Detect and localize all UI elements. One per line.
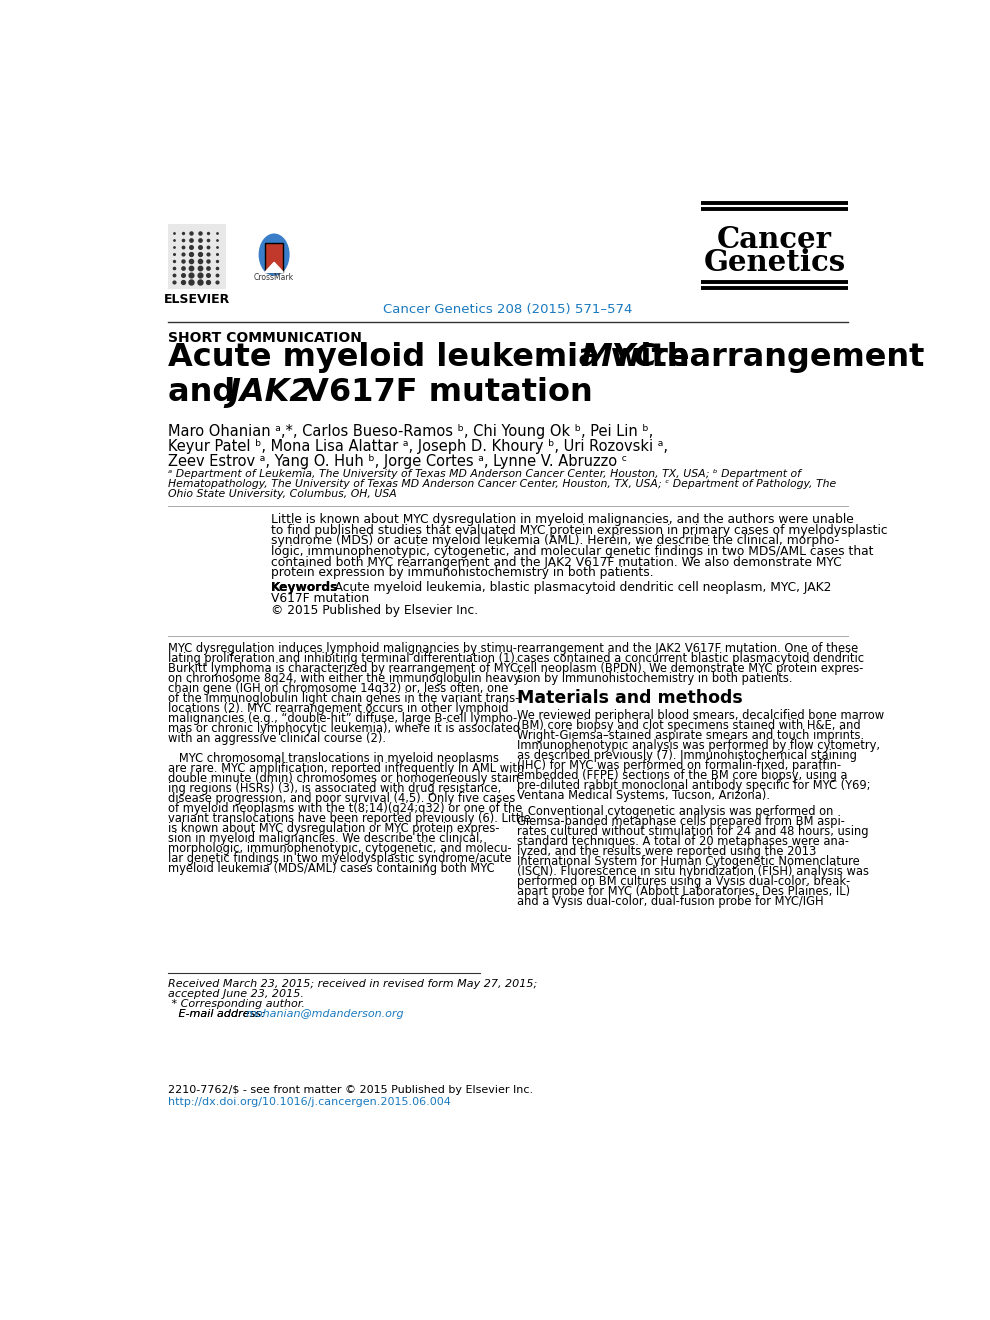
Text: SHORT COMMUNICATION: SHORT COMMUNICATION bbox=[168, 331, 361, 345]
Polygon shape bbox=[264, 263, 283, 272]
Text: sion in myeloid malignancies. We describe the clinical,: sion in myeloid malignancies. We describ… bbox=[168, 832, 483, 845]
Text: MYC chromosomal translocations in myeloid neoplasms: MYC chromosomal translocations in myeloi… bbox=[168, 751, 499, 764]
Text: 2210-7762/$ - see front matter © 2015 Published by Elsevier Inc.: 2210-7762/$ - see front matter © 2015 Pu… bbox=[168, 1085, 533, 1096]
Text: apart probe for MYC (Abbott Laboratories, Des Plaines, IL): apart probe for MYC (Abbott Laboratories… bbox=[518, 884, 850, 898]
Text: E-mail address:: E-mail address: bbox=[168, 1008, 268, 1019]
Text: syndrome (MDS) or acute myeloid leukemia (AML). Herein, we describe the clinical: syndrome (MDS) or acute myeloid leukemia… bbox=[271, 535, 840, 548]
Text: performed on BM cultures using a Vysis dual-color, break-: performed on BM cultures using a Vysis d… bbox=[518, 875, 850, 888]
FancyBboxPatch shape bbox=[264, 243, 283, 272]
Text: lyzed, and the results were reported using the 2013: lyzed, and the results were reported usi… bbox=[518, 845, 817, 858]
Text: is known about MYC dysregulation or MYC protein expres-: is known about MYC dysregulation or MYC … bbox=[168, 822, 499, 834]
Text: protein expression by immunohistochemistry in both patients.: protein expression by immunohistochemist… bbox=[271, 566, 653, 579]
Text: Little is known about MYC dysregulation in myeloid malignancies, and the authors: Little is known about MYC dysregulation … bbox=[271, 513, 853, 527]
Text: Maro Ohanian ᵃ,*, Carlos Bueso-Ramos ᵇ, Chi Young Ok ᵇ, Pei Lin ᵇ,: Maro Ohanian ᵃ,*, Carlos Bueso-Ramos ᵇ, … bbox=[168, 424, 653, 440]
Text: and a Vysis dual-color, dual-fusion probe for MYC/IGH: and a Vysis dual-color, dual-fusion prob… bbox=[518, 895, 824, 908]
Text: (ISCN). Fluorescence in situ hybridization (FISH) analysis was: (ISCN). Fluorescence in situ hybridizati… bbox=[518, 865, 869, 878]
Text: V617F mutation: V617F mutation bbox=[293, 378, 593, 408]
Text: E-mail address:: E-mail address: bbox=[168, 1008, 268, 1019]
Text: Materials and methods: Materials and methods bbox=[518, 689, 743, 708]
Text: of the immunoglobulin light chain genes in the variant trans-: of the immunoglobulin light chain genes … bbox=[168, 692, 520, 705]
Text: Acute myeloid leukemia with: Acute myeloid leukemia with bbox=[168, 342, 701, 374]
Text: © 2015 Published by Elsevier Inc.: © 2015 Published by Elsevier Inc. bbox=[271, 605, 478, 618]
Text: rearrangement and the JAK2 V617F mutation. One of these: rearrangement and the JAK2 V617F mutatio… bbox=[518, 642, 858, 655]
Text: contained both MYC rearrangement and the JAK2 V617F mutation. We also demonstrat: contained both MYC rearrangement and the… bbox=[271, 556, 842, 569]
Text: Acute myeloid leukemia, blastic plasmacytoid dendritic cell neoplasm, MYC, JAK2: Acute myeloid leukemia, blastic plasmacy… bbox=[323, 581, 832, 594]
Text: Wright-Giemsa–stained aspirate smears and touch imprints.: Wright-Giemsa–stained aspirate smears an… bbox=[518, 729, 864, 742]
Text: ELSEVIER: ELSEVIER bbox=[163, 293, 230, 306]
Text: lar genetic findings in two myelodysplastic syndrome/acute: lar genetic findings in two myelodysplas… bbox=[168, 851, 512, 865]
Text: (BM) core biopsy and clot specimens stained with H&E, and: (BM) core biopsy and clot specimens stai… bbox=[518, 718, 861, 731]
Text: embedded (FFPE) sections of the BM core biopsy, using a: embedded (FFPE) sections of the BM core … bbox=[518, 768, 848, 781]
Text: JAK2: JAK2 bbox=[229, 378, 312, 408]
Text: ing regions (HSRs) (3), is associated with drug resistance,: ing regions (HSRs) (3), is associated wi… bbox=[168, 781, 501, 795]
Text: chain gene (IGH on chromosome 14q32) or, less often, one: chain gene (IGH on chromosome 14q32) or,… bbox=[168, 681, 508, 694]
Text: sion by immunohistochemistry in both patients.: sion by immunohistochemistry in both pat… bbox=[518, 672, 793, 685]
Text: double minute (dmin) chromosomes or homogeneously stain-: double minute (dmin) chromosomes or homo… bbox=[168, 772, 524, 785]
Text: Cancer Genetics 208 (2015) 571–574: Cancer Genetics 208 (2015) 571–574 bbox=[383, 302, 633, 315]
Text: Burkitt lymphoma is characterized by rearrangement of MYC,: Burkitt lymphoma is characterized by rea… bbox=[168, 661, 522, 675]
Text: CrossMark: CrossMark bbox=[254, 273, 294, 282]
Text: V617F mutation: V617F mutation bbox=[271, 593, 369, 605]
Text: Keywords: Keywords bbox=[271, 581, 339, 594]
Text: malignancies (e.g., “double-hit” diffuse, large B-cell lympho-: malignancies (e.g., “double-hit” diffuse… bbox=[168, 711, 517, 725]
Text: (IHC) for MYC was performed on formalin-fixed, paraffin-: (IHC) for MYC was performed on formalin-… bbox=[518, 759, 842, 772]
Text: as described previously (7). Immunohistochemical staining: as described previously (7). Immunohisto… bbox=[518, 748, 857, 762]
Text: MYC dysregulation induces lymphoid malignancies by stimu-: MYC dysregulation induces lymphoid malig… bbox=[168, 642, 517, 655]
Text: cases contained a concurrent blastic plasmacytoid dendritic: cases contained a concurrent blastic pla… bbox=[518, 652, 864, 665]
Text: are rare. MYC amplification, reported infrequently in AML with: are rare. MYC amplification, reported in… bbox=[168, 762, 524, 775]
Text: Received March 23, 2015; received in revised form May 27, 2015;: Received March 23, 2015; received in rev… bbox=[168, 979, 538, 989]
Text: Genetics: Genetics bbox=[704, 248, 845, 277]
Text: Conventional cytogenetic analysis was performed on: Conventional cytogenetic analysis was pe… bbox=[518, 805, 834, 818]
Text: accepted June 23, 2015.: accepted June 23, 2015. bbox=[168, 989, 304, 999]
Text: variant translocations have been reported previously (6). Little: variant translocations have been reporte… bbox=[168, 812, 531, 825]
Text: to find published studies that evaluated MYC protein expression in primary cases: to find published studies that evaluated… bbox=[271, 524, 888, 537]
Text: pre-diluted rabbit monoclonal antibody specific for MYC (Y69;: pre-diluted rabbit monoclonal antibody s… bbox=[518, 779, 871, 792]
Text: MYC: MYC bbox=[581, 342, 658, 374]
Text: with an aggressive clinical course (2).: with an aggressive clinical course (2). bbox=[168, 731, 386, 744]
Text: Ohio State University, Columbus, OH, USA: Ohio State University, Columbus, OH, USA bbox=[168, 490, 397, 499]
Text: Ventana Medical Systems, Tucson, Arizona).: Ventana Medical Systems, Tucson, Arizona… bbox=[518, 788, 770, 801]
Text: rearrangement: rearrangement bbox=[641, 342, 924, 374]
Text: Keyur Patel ᵇ, Mona Lisa Alattar ᵃ, Joseph D. Khoury ᵇ, Uri Rozovski ᵃ,: Keyur Patel ᵇ, Mona Lisa Alattar ᵃ, Jose… bbox=[168, 438, 668, 454]
Text: on chromosome 8q24, with either the immunoglobulin heavy: on chromosome 8q24, with either the immu… bbox=[168, 672, 520, 685]
Bar bbox=[168, 224, 226, 289]
Text: ᵃ Department of Leukemia, The University of Texas MD Anderson Cancer Center, Hou: ᵃ Department of Leukemia, The University… bbox=[168, 469, 801, 479]
Text: locations (2). MYC rearrangement occurs in other lymphoid: locations (2). MYC rearrangement occurs … bbox=[168, 702, 509, 714]
Text: We reviewed peripheral blood smears, decalcified bone marrow: We reviewed peripheral blood smears, dec… bbox=[518, 709, 885, 722]
Text: of myeloid neoplasms with the t(8;14)(q24;q32) or one of the: of myeloid neoplasms with the t(8;14)(q2… bbox=[168, 801, 523, 814]
Text: Cancer: Cancer bbox=[717, 224, 833, 253]
Text: mas or chronic lymphocytic leukemia), where it is associated: mas or chronic lymphocytic leukemia), wh… bbox=[168, 722, 520, 735]
Text: Hematopathology, The University of Texas MD Anderson Cancer Center, Houston, TX,: Hematopathology, The University of Texas… bbox=[168, 479, 837, 490]
Text: Keywords: Keywords bbox=[271, 581, 339, 594]
Text: myeloid leukemia (MDS/AML) cases containing both MYC: myeloid leukemia (MDS/AML) cases contain… bbox=[168, 862, 495, 875]
Text: cell neoplasm (BPDN). We demonstrate MYC protein expres-: cell neoplasm (BPDN). We demonstrate MYC… bbox=[518, 661, 864, 675]
Text: rates cultured without stimulation for 24 and 48 hours, using: rates cultured without stimulation for 2… bbox=[518, 825, 869, 838]
Text: Immunophenotypic analysis was performed by flow cytometry,: Immunophenotypic analysis was performed … bbox=[518, 739, 880, 751]
Text: and: and bbox=[168, 378, 247, 408]
Text: * Corresponding author.: * Corresponding author. bbox=[168, 999, 305, 1008]
Text: morphologic, immunophenotypic, cytogenetic, and molecu-: morphologic, immunophenotypic, cytogenet… bbox=[168, 842, 512, 855]
Text: Giemsa-banded metaphase cells prepared from BM aspi-: Giemsa-banded metaphase cells prepared f… bbox=[518, 814, 845, 828]
Text: Zeev Estrov ᵃ, Yang O. Huh ᵇ, Jorge Cortes ᵃ, Lynne V. Abruzzo ᶜ: Zeev Estrov ᵃ, Yang O. Huh ᵇ, Jorge Cort… bbox=[168, 454, 627, 469]
Text: standard techniques. A total of 20 metaphases were ana-: standard techniques. A total of 20 metap… bbox=[518, 834, 849, 847]
Text: International System for Human Cytogenetic Nomenclature: International System for Human Cytogenet… bbox=[518, 855, 860, 869]
Text: http://dx.doi.org/10.1016/j.cancergen.2015.06.004: http://dx.doi.org/10.1016/j.cancergen.20… bbox=[168, 1097, 450, 1106]
Text: disease progression, and poor survival (4,5). Only five cases: disease progression, and poor survival (… bbox=[168, 792, 516, 805]
Text: mohanian@mdanderson.org: mohanian@mdanderson.org bbox=[246, 1008, 404, 1019]
Ellipse shape bbox=[258, 234, 290, 276]
Text: lating proliferation and inhibiting terminal differentiation (1).: lating proliferation and inhibiting term… bbox=[168, 652, 519, 665]
Text: logic, immunophenotypic, cytogenetic, and molecular genetic findings in two MDS/: logic, immunophenotypic, cytogenetic, an… bbox=[271, 545, 873, 558]
